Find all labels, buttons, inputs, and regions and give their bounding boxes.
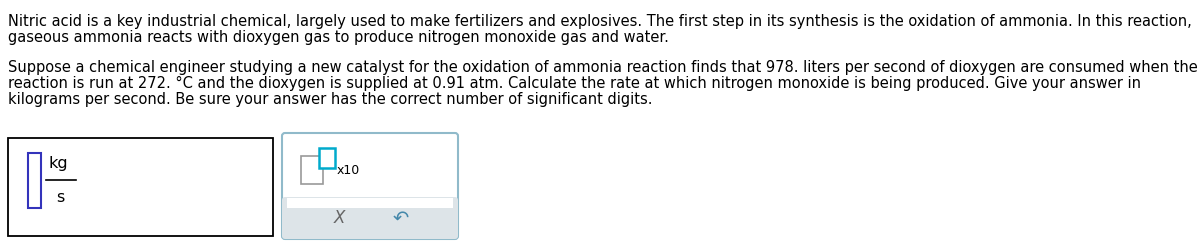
Bar [301, 156, 323, 184]
Text: Nitric acid is a key industrial chemical, largely used to make fertilizers and e: Nitric acid is a key industrial chemical… [8, 14, 1192, 29]
Text: reaction is run at 272. °C and the dioxygen is supplied at 0.91 atm. Calculate t: reaction is run at 272. °C and the dioxy… [8, 76, 1141, 91]
Text: gaseous ammonia reacts with dioxygen gas to produce nitrogen monoxide gas and wa: gaseous ammonia reacts with dioxygen gas… [8, 30, 668, 45]
Bar [28, 153, 41, 208]
Bar [287, 198, 454, 208]
Text: ↶: ↶ [392, 209, 409, 227]
Text: x10: x10 [337, 164, 360, 177]
Bar [286, 200, 454, 235]
Bar [319, 148, 335, 168]
Text: kilograms per second. Be sure your answer has the correct number of significant : kilograms per second. Be sure your answe… [8, 92, 653, 107]
Text: X: X [334, 209, 346, 227]
Text: Suppose a chemical engineer studying a new catalyst for the oxidation of ammonia: Suppose a chemical engineer studying a n… [8, 60, 1198, 75]
FancyBboxPatch shape [282, 133, 458, 239]
Bar [8, 138, 274, 236]
Text: kg: kg [48, 156, 67, 171]
Text: s: s [56, 190, 65, 205]
FancyBboxPatch shape [282, 197, 458, 239]
